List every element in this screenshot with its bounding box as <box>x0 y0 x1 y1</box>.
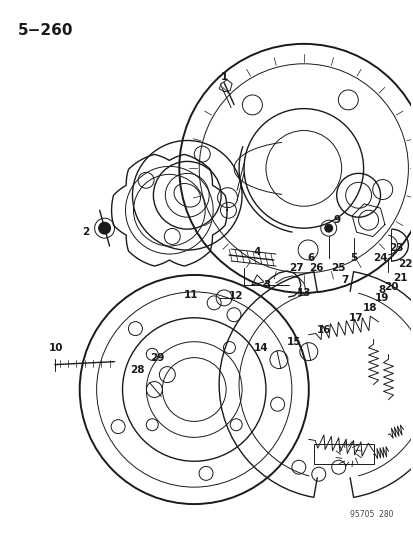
Text: 4: 4 <box>253 247 261 257</box>
Text: 24: 24 <box>373 253 388 263</box>
Text: 9: 9 <box>333 215 340 225</box>
Text: 20: 20 <box>384 282 399 292</box>
Text: 10: 10 <box>49 343 63 353</box>
Text: 16: 16 <box>316 325 331 335</box>
Bar <box>314 445 373 464</box>
Text: 1: 1 <box>221 72 228 82</box>
Text: 28: 28 <box>130 365 145 375</box>
Text: 2: 2 <box>82 227 89 237</box>
Text: 29: 29 <box>150 353 164 362</box>
Text: 25: 25 <box>332 263 346 273</box>
Text: 6: 6 <box>307 253 314 263</box>
Text: 17: 17 <box>349 313 364 323</box>
Text: 11: 11 <box>184 290 199 300</box>
Text: 5: 5 <box>350 253 357 263</box>
Circle shape <box>99 222 111 234</box>
Text: 26: 26 <box>309 263 324 273</box>
Text: 13: 13 <box>297 288 311 298</box>
Text: 95705  280: 95705 280 <box>350 510 394 519</box>
Text: 21: 21 <box>393 273 408 283</box>
Text: 14: 14 <box>254 343 268 353</box>
Text: 22: 22 <box>398 259 413 269</box>
Circle shape <box>325 224 333 232</box>
Text: 27: 27 <box>290 263 304 273</box>
Text: 19: 19 <box>374 293 389 303</box>
Text: 3: 3 <box>263 280 271 290</box>
Text: 23: 23 <box>389 243 404 253</box>
Text: 12: 12 <box>229 291 243 301</box>
Text: 15: 15 <box>287 337 301 346</box>
Text: 8: 8 <box>378 285 385 295</box>
Text: 5−260: 5−260 <box>18 23 74 38</box>
Text: 7: 7 <box>341 275 348 285</box>
Text: 18: 18 <box>363 303 378 313</box>
